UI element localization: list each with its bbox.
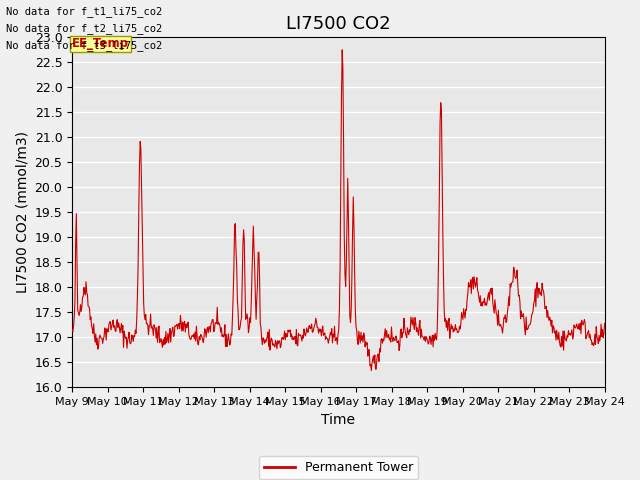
Legend: Permanent Tower: Permanent Tower (259, 456, 418, 479)
Text: No data for f_t1_li75_co2: No data for f_t1_li75_co2 (6, 6, 163, 17)
Text: EE_Temp: EE_Temp (72, 37, 129, 50)
Text: No data for f_t3_li75_co2: No data for f_t3_li75_co2 (6, 40, 163, 51)
Text: No data for f_t2_li75_co2: No data for f_t2_li75_co2 (6, 23, 163, 34)
Y-axis label: LI7500 CO2 (mmol/m3): LI7500 CO2 (mmol/m3) (15, 132, 29, 293)
X-axis label: Time: Time (321, 413, 355, 427)
Title: LI7500 CO2: LI7500 CO2 (286, 15, 390, 33)
